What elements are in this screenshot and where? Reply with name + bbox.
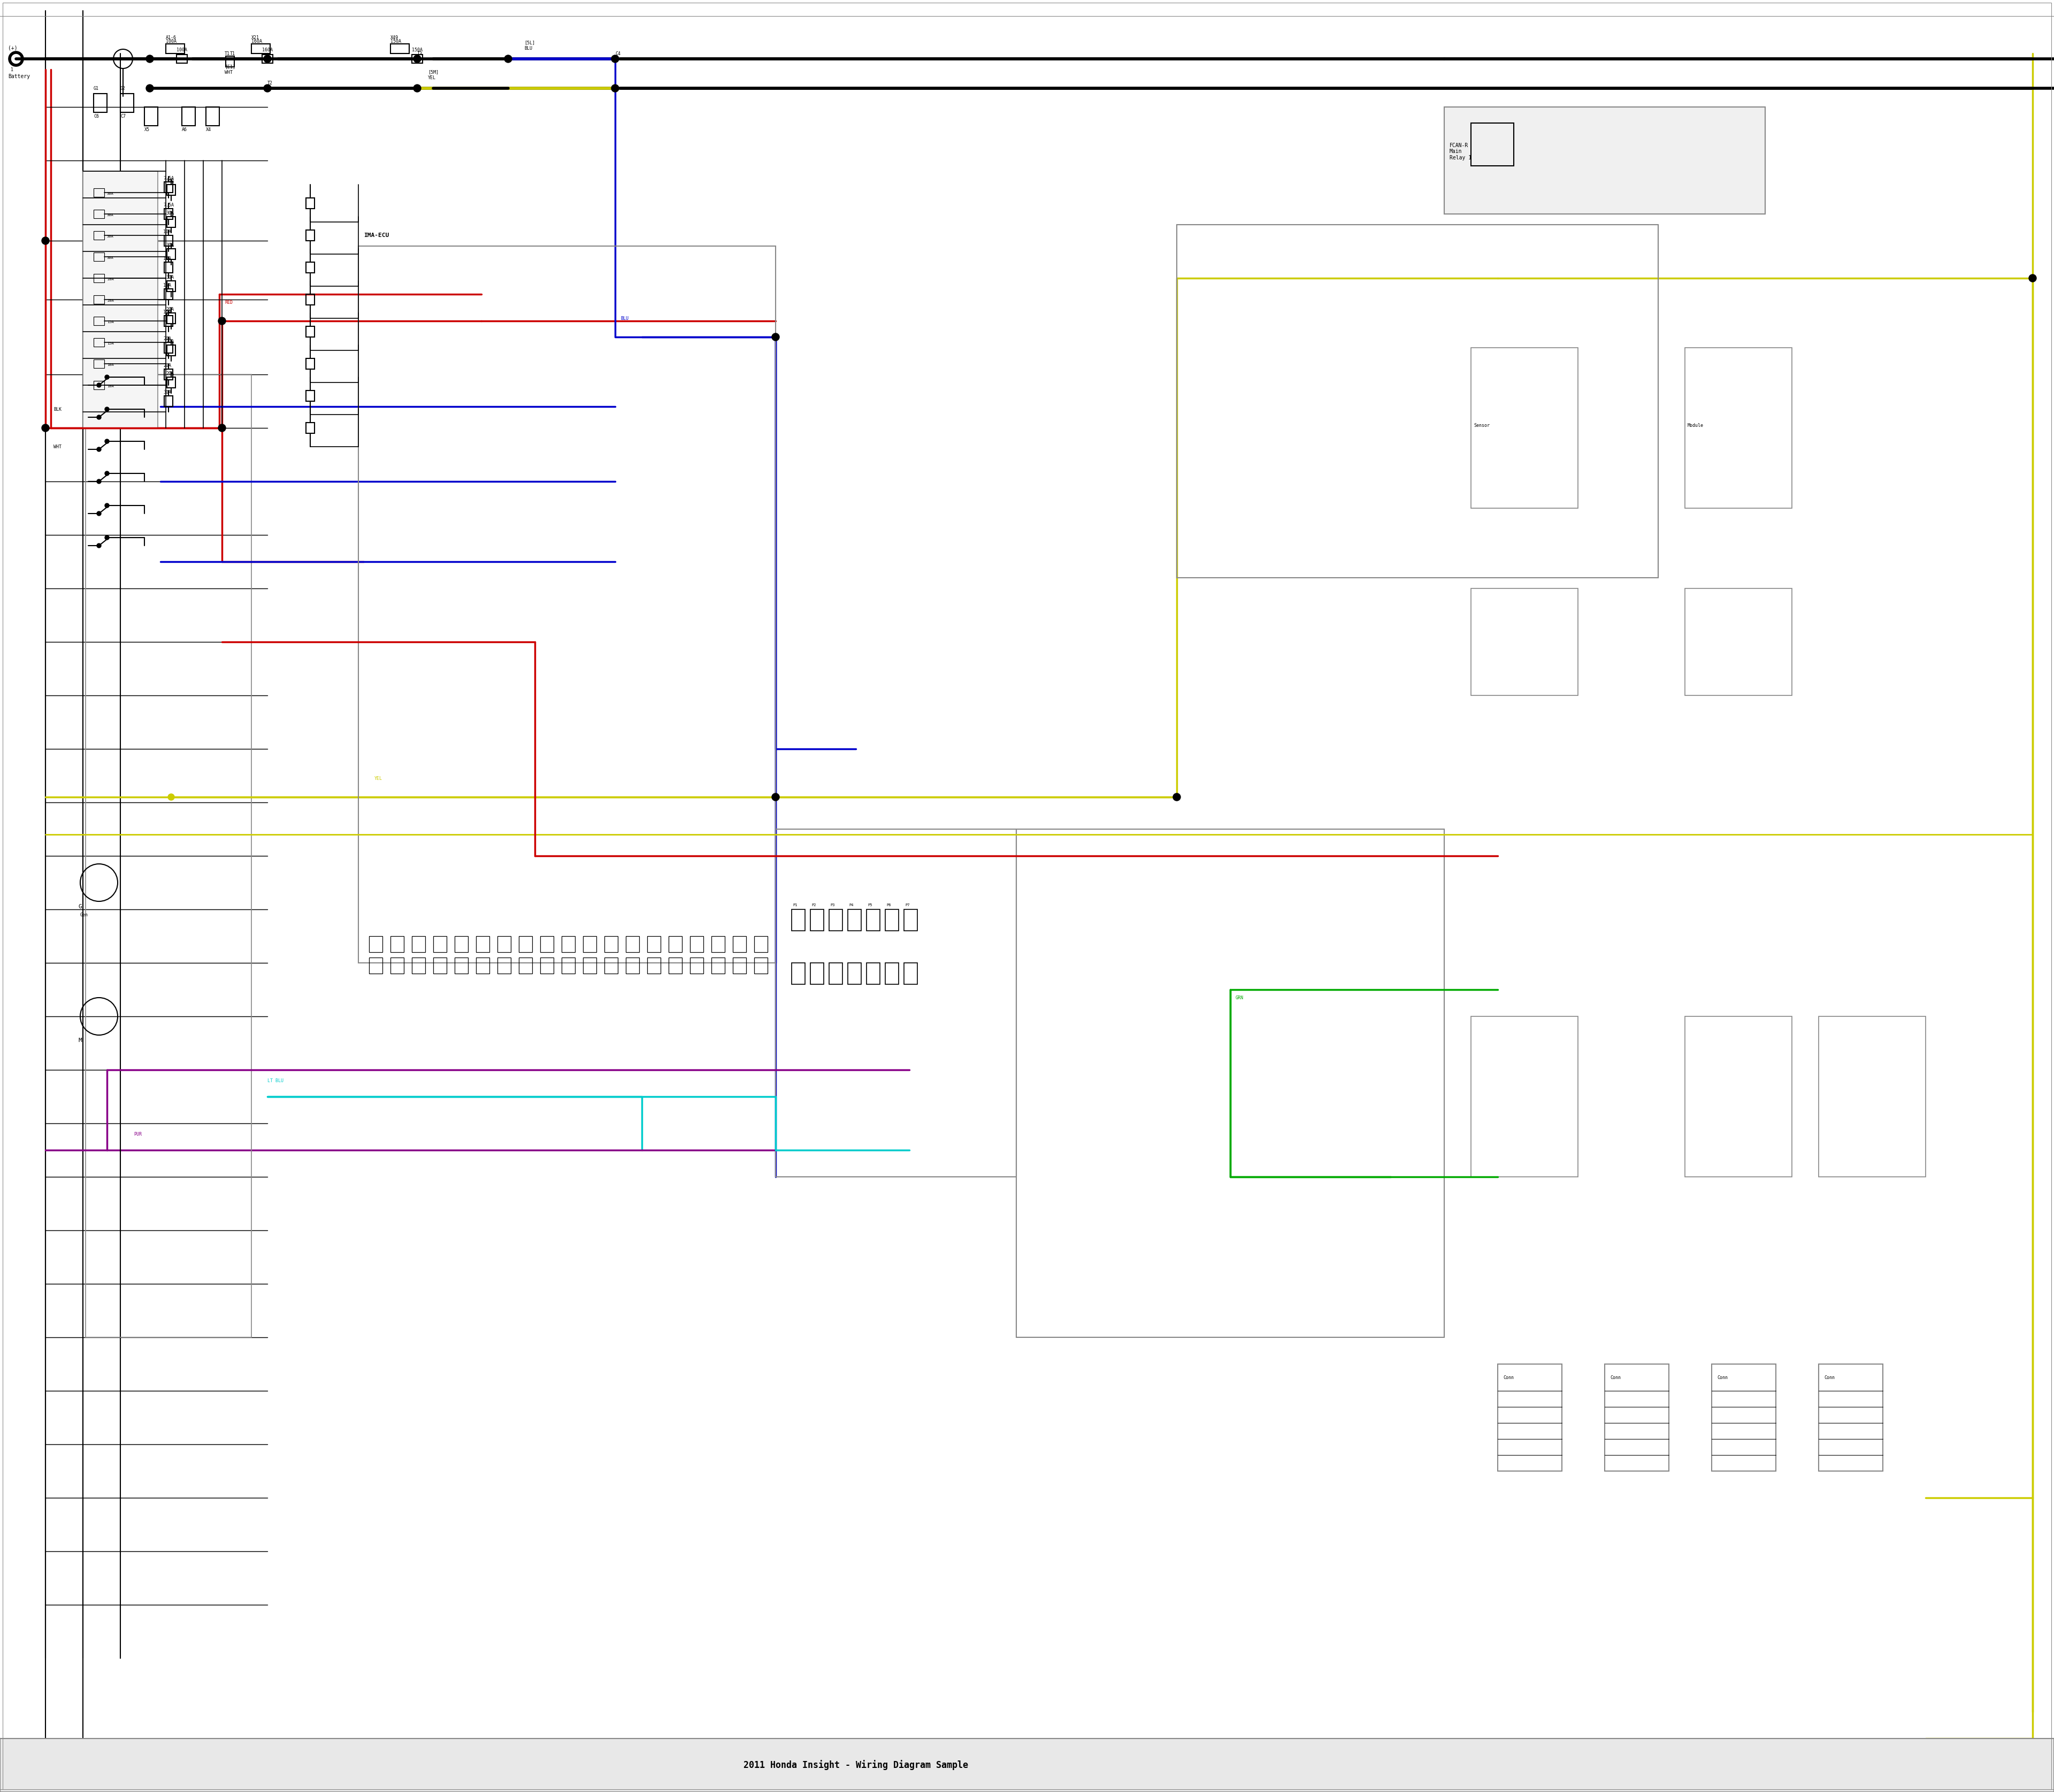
Text: BLU: BLU: [620, 315, 629, 321]
Bar: [520, 957, 532, 973]
Text: 20A: 20A: [107, 278, 113, 281]
Bar: [166, 376, 175, 387]
Bar: [1497, 1364, 1561, 1471]
Circle shape: [97, 478, 101, 484]
Bar: [583, 957, 596, 973]
Bar: [164, 181, 173, 192]
Bar: [164, 315, 173, 326]
Text: 150A: 150A: [390, 39, 401, 43]
Bar: [454, 935, 468, 952]
Bar: [370, 935, 382, 952]
Text: Conn: Conn: [1504, 1374, 1514, 1380]
Circle shape: [772, 333, 778, 340]
Bar: [205, 108, 220, 125]
Bar: [520, 935, 532, 952]
Text: A1-6: A1-6: [166, 36, 177, 39]
Bar: [306, 262, 314, 272]
Circle shape: [612, 84, 618, 91]
Bar: [390, 43, 409, 54]
Text: X49: X49: [390, 36, 398, 39]
Circle shape: [218, 425, 226, 432]
Bar: [166, 43, 185, 54]
Circle shape: [1173, 794, 1181, 801]
Bar: [626, 935, 639, 952]
Text: 2011 Honda Insight - Wiring Diagram Sample: 2011 Honda Insight - Wiring Diagram Samp…: [744, 1760, 967, 1770]
Text: 20A: 20A: [166, 339, 175, 344]
Bar: [94, 317, 105, 324]
Text: C6: C6: [94, 115, 99, 118]
Text: 30A: 30A: [166, 244, 175, 247]
Bar: [117, 235, 131, 254]
Circle shape: [263, 84, 271, 91]
Bar: [306, 197, 314, 208]
Text: P1: P1: [793, 903, 797, 907]
Circle shape: [105, 407, 109, 412]
Text: M: M: [78, 1038, 82, 1043]
Text: 30A: 30A: [166, 274, 175, 280]
Circle shape: [146, 56, 154, 63]
Text: 100A: 100A: [177, 48, 187, 52]
Text: 30A: 30A: [107, 192, 113, 195]
Text: 160A: 160A: [251, 39, 263, 43]
Text: (+): (+): [8, 45, 16, 50]
Text: 15A: 15A: [162, 283, 170, 289]
Text: FCAN-R
Main
Relay 1: FCAN-R Main Relay 1: [1450, 143, 1471, 161]
Bar: [86, 235, 99, 254]
Text: [E1]
WHT: [E1] WHT: [224, 65, 236, 75]
Text: 15A: 15A: [162, 310, 170, 315]
Text: [5M]
YEL: [5M] YEL: [427, 70, 440, 81]
Bar: [164, 289, 173, 299]
Bar: [848, 909, 861, 930]
Bar: [306, 358, 314, 369]
Text: X5: X5: [144, 127, 150, 133]
Bar: [1177, 224, 1658, 577]
Bar: [164, 396, 173, 407]
Bar: [306, 229, 314, 240]
Text: 30A: 30A: [107, 213, 113, 217]
Bar: [306, 423, 314, 434]
Bar: [370, 957, 382, 973]
Bar: [1711, 1364, 1777, 1471]
Bar: [754, 935, 768, 952]
Bar: [94, 188, 105, 197]
Circle shape: [413, 56, 421, 63]
Bar: [867, 909, 879, 930]
Circle shape: [41, 237, 49, 244]
Bar: [497, 957, 511, 973]
Text: T1: T1: [224, 52, 230, 56]
Bar: [1684, 1016, 1791, 1177]
Circle shape: [612, 56, 618, 63]
Bar: [390, 935, 405, 952]
Bar: [433, 935, 446, 952]
Circle shape: [41, 425, 49, 432]
Bar: [830, 909, 842, 930]
Bar: [1604, 1364, 1668, 1471]
Text: 30A: 30A: [166, 211, 175, 215]
Bar: [454, 957, 468, 973]
Text: X4: X4: [205, 127, 212, 133]
Text: C4: C4: [614, 52, 620, 56]
Circle shape: [146, 56, 152, 63]
Bar: [94, 253, 105, 262]
Text: P2: P2: [811, 903, 815, 907]
Bar: [164, 342, 173, 353]
Text: G2: G2: [121, 86, 125, 91]
Text: 10A: 10A: [162, 229, 170, 235]
Circle shape: [505, 56, 511, 63]
Bar: [166, 217, 175, 228]
Bar: [867, 962, 879, 984]
Circle shape: [2029, 274, 2036, 281]
Text: 10A: 10A: [107, 364, 113, 366]
Bar: [1684, 348, 1791, 509]
Circle shape: [415, 56, 421, 63]
Circle shape: [105, 471, 109, 475]
Bar: [94, 210, 105, 219]
Bar: [647, 935, 661, 952]
Bar: [177, 54, 187, 63]
Bar: [791, 909, 805, 930]
Text: 7.5A: 7.5A: [162, 176, 175, 181]
Bar: [164, 235, 173, 246]
Bar: [226, 56, 234, 66]
Bar: [754, 957, 768, 973]
Bar: [166, 346, 175, 357]
